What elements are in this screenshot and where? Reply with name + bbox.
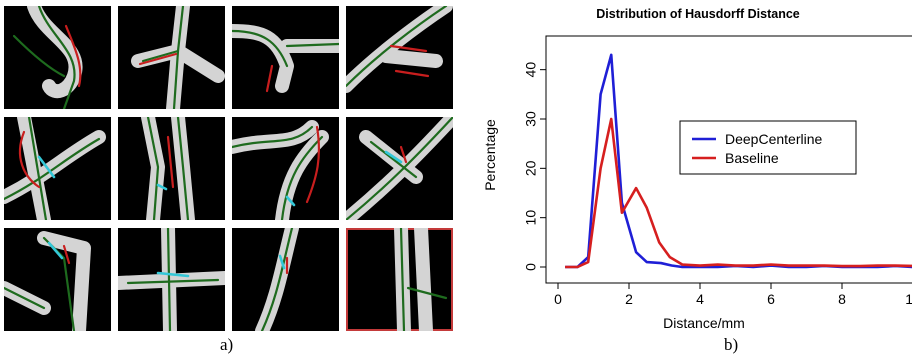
chart-title: Distribution of Hausdorff Distance [596, 7, 800, 21]
series-line-baseline [565, 117, 912, 269]
legend: DeepCenterline Baseline [679, 120, 857, 175]
vessel-tile [232, 117, 339, 220]
y-tick-label: 30 [523, 111, 539, 127]
vessel-tile [346, 228, 453, 331]
x-axis-label: Distance/mm [663, 315, 745, 331]
vessel-image-grid [4, 6, 454, 331]
y-tick-label: 40 [523, 62, 539, 78]
x-tick-label: 8 [838, 291, 846, 307]
legend-label-deepcenterline: DeepCenterline [725, 131, 822, 147]
vessel-tile [118, 228, 225, 331]
vessel-tile [4, 117, 111, 220]
vessel-tile [4, 228, 111, 331]
y-tick-label: 20 [523, 160, 539, 176]
vessel-tile [4, 6, 111, 109]
vessel-tile [118, 117, 225, 220]
x-tick-label: 6 [767, 291, 775, 307]
x-tick-label: 2 [625, 291, 633, 307]
series-layer [565, 53, 912, 269]
y-axis-label: Percentage [482, 119, 498, 191]
panel-a-label: a) [220, 335, 234, 354]
axes-layer: 0 2 4 6 8 10 0 10 20 30 40 [523, 62, 912, 307]
x-tick-label: 4 [696, 291, 704, 307]
legend-box [679, 120, 857, 175]
x-tick-label: 10 [905, 291, 912, 307]
hausdorff-distance-chart: Distribution of Hausdorff Distance Dista… [482, 7, 912, 331]
y-tick-label: 10 [523, 210, 539, 226]
vessel-tile [232, 6, 339, 109]
vessel-tile [232, 228, 339, 331]
legend-label-baseline: Baseline [725, 150, 779, 166]
vessel-tile [118, 6, 225, 109]
x-tick-label: 0 [554, 291, 562, 307]
vessel-tile [346, 117, 453, 220]
panel-b-label: b) [724, 335, 739, 354]
vessel-tile [346, 6, 453, 109]
y-tick-label: 0 [523, 263, 539, 271]
